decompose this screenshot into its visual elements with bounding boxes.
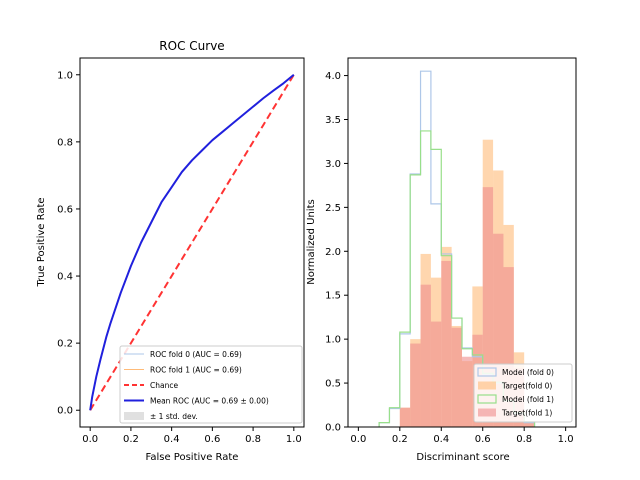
hist-xtick-label: 0.0: [350, 434, 366, 445]
roc-ytick-label: 0.6: [57, 204, 73, 215]
roc-xtick-label: 0.6: [204, 434, 220, 445]
hist-ylabel: Normalized Units: [306, 199, 317, 284]
hist-bar-target-fold1: [441, 260, 452, 427]
roc-ytick-label: 0.2: [57, 339, 73, 350]
hist-xtick-label: 0.4: [433, 434, 449, 445]
hist-ytick-label: 1.5: [325, 291, 341, 302]
hist-bar-target-fold1: [503, 267, 514, 427]
hist-bar-target-fold1: [410, 343, 421, 427]
roc-legend-band-swatch: [124, 412, 144, 420]
hist-xtick-label: 0.8: [516, 434, 532, 445]
histogram-chart: 0.0 0.2 0.4 0.6 0.8 1.0 0.0 0.5 1.0 1.5 2.0 2.5 3.0 3…: [306, 57, 577, 463]
hist-legend-box: [473, 363, 573, 423]
roc-xtick-label: 0.4: [164, 434, 180, 445]
roc-legend-label: Chance: [150, 381, 178, 390]
hist-ytick-label: 2.5: [325, 203, 341, 214]
hist-xlabel: Discriminant score: [416, 452, 509, 463]
hist-ytick-label: 3.5: [325, 115, 341, 126]
hist-legend-label: Target(fold 1): [501, 409, 552, 418]
hist-ytick-label: 0.0: [325, 423, 341, 434]
roc-ylabel: True Positive Rate: [36, 197, 47, 287]
hist-ytick-label: 2.0: [325, 247, 341, 258]
hist-legend-label: Model (fold 0): [502, 368, 554, 377]
roc-legend-label: Mean ROC (AUC = 0.69 ± 0.00): [150, 397, 269, 406]
hist-legend-swatch: [477, 367, 497, 377]
hist-bar-target-fold1: [524, 422, 535, 427]
hist-legend: Model (fold 0) Target(fold 0) Model (fold …: [473, 363, 573, 423]
hist-bar-target-fold1: [493, 233, 504, 427]
hist-ytick-label: 4.0: [325, 71, 341, 82]
roc-legend-band-label: ± 1 std. dev.: [150, 412, 198, 421]
hist-bar-target-fold1: [451, 327, 462, 427]
hist-legend-swatch: [478, 381, 496, 390]
roc-xtick-label: 1.0: [286, 434, 302, 445]
hist-xtick-label: 0.2: [392, 434, 408, 445]
roc-ytick-label: 0.4: [57, 272, 73, 283]
roc-mean-line: [89, 74, 295, 411]
roc-xtick-label: 0.8: [245, 434, 261, 445]
roc-xtick-label: 0.0: [82, 434, 98, 445]
roc-axes-frame: [79, 57, 305, 428]
hist-ytick-label: 3.0: [325, 159, 341, 170]
roc-xlabel: False Positive Rate: [146, 452, 239, 463]
hist-xtick-label: 1.0: [558, 434, 574, 445]
hist-bar-target-fold1: [420, 284, 431, 427]
hist-legend-label: Model (fold 1): [502, 395, 554, 404]
roc-legend: ROC fold 0 (AUC = 0.69) ROC fold 1 (AUC =…: [119, 345, 303, 424]
roc-legend-label: ROC fold 1 (AUC = 0.69): [150, 366, 242, 375]
roc-legend-label: ROC fold 0 (AUC = 0.69): [150, 350, 242, 359]
roc-title: ROC Curve: [159, 39, 224, 53]
roc-chart: ROC Curve 0.0 0.0 0.2 0.2 0.4 0.4 0.6 0.6 0.8 0.8…: [36, 39, 305, 463]
hist-axes-frame: [347, 57, 577, 428]
hist-legend-swatch: [478, 408, 496, 417]
hist-bar-target-fold1: [430, 321, 442, 427]
hist-legend-swatch: [477, 394, 497, 404]
hist-ytick-label: 0.5: [325, 379, 341, 390]
hist-xtick-label: 0.6: [475, 434, 491, 445]
hist-bar-target-fold1: [482, 187, 494, 427]
roc-chance-line: [89, 74, 295, 411]
roc-ytick-label: 0.0: [57, 406, 73, 417]
hist-legend-label: Target(fold 0): [501, 382, 552, 391]
roc-ytick-label: 1.0: [57, 70, 73, 81]
hist-ytick-label: 1.0: [325, 335, 341, 346]
roc-xtick-label: 0.2: [123, 434, 139, 445]
hist-bar-target-fold1: [399, 407, 411, 427]
roc-legend-box: [119, 345, 303, 424]
roc-ytick-label: 0.8: [57, 137, 73, 148]
hist-bar-target-fold1: [462, 356, 473, 427]
